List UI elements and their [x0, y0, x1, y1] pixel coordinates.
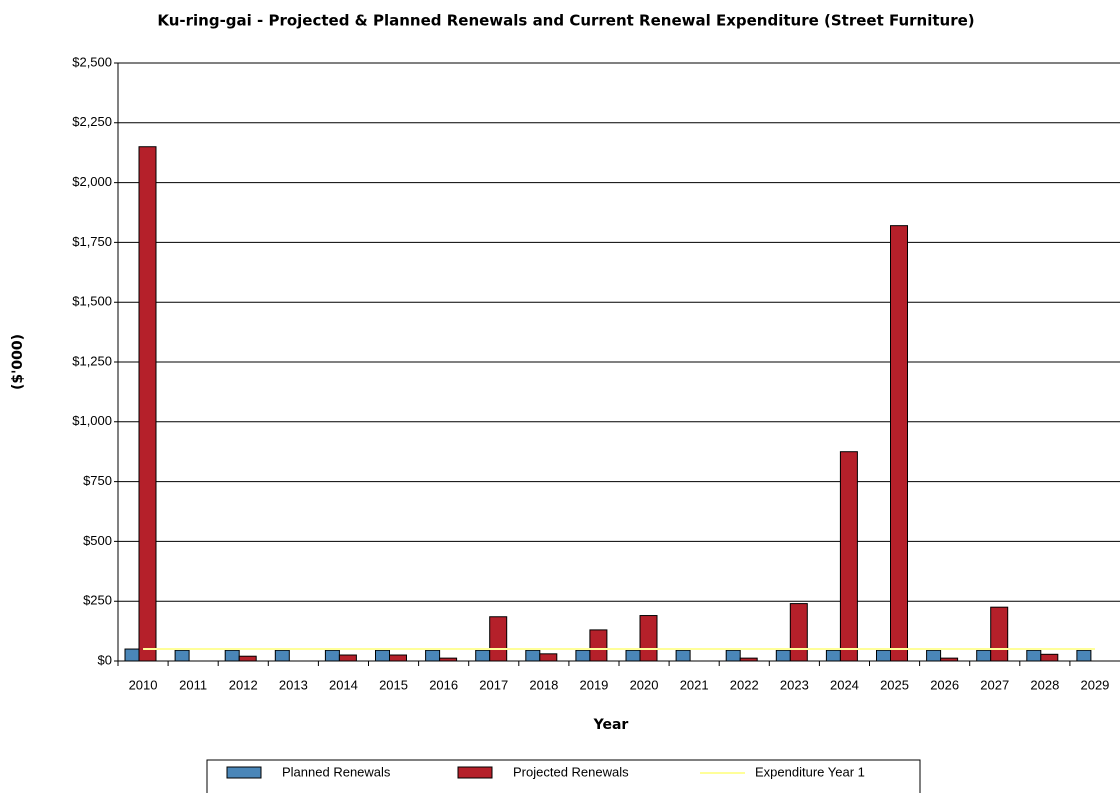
x-tick-label: 2019 [579, 677, 608, 692]
x-tick-label: 2023 [780, 677, 809, 692]
bar [1040, 653, 1059, 662]
x-tick-label: 2025 [880, 677, 909, 692]
y-tick-label: $2,000 [72, 174, 112, 189]
x-tick-label: 2018 [529, 677, 558, 692]
bar [475, 649, 491, 662]
y-tick-label: $250 [83, 593, 112, 608]
legend-box [206, 759, 921, 793]
bar [890, 225, 908, 662]
y-tick-label: $1,000 [72, 413, 112, 428]
y-tick-label: $1,250 [72, 353, 112, 368]
y-tick-label: $0 [98, 652, 112, 667]
x-axis-title: Year [593, 717, 629, 733]
x-tick-label: 2020 [630, 677, 659, 692]
bar [990, 606, 1009, 662]
bar [575, 649, 591, 662]
legend-swatch [226, 766, 262, 779]
bar [976, 649, 992, 662]
bar [338, 654, 357, 662]
bar [539, 653, 558, 662]
bar [639, 615, 658, 662]
bar [525, 649, 541, 662]
bar [174, 649, 190, 662]
legend-label: Expenditure Year 1 [755, 764, 865, 779]
bar [489, 616, 508, 662]
x-tick-label: 2027 [980, 677, 1009, 692]
x-tick-label: 2022 [730, 677, 759, 692]
bar [138, 146, 157, 662]
bar [324, 649, 340, 662]
x-tick-label: 2029 [1080, 677, 1109, 692]
bar [1026, 649, 1042, 662]
x-tick-label: 2015 [379, 677, 408, 692]
bar [389, 654, 407, 662]
bar [725, 649, 741, 662]
bar [926, 649, 942, 662]
bar [589, 629, 608, 662]
y-tick-label: $2,250 [72, 114, 112, 129]
bar [238, 655, 257, 662]
x-tick-label: 2010 [129, 677, 158, 692]
bar [375, 649, 390, 662]
bar [825, 649, 841, 662]
x-tick-label: 2024 [830, 677, 859, 692]
bar [274, 649, 290, 662]
x-tick-label: 2026 [930, 677, 959, 692]
y-tick-label: $2,500 [72, 54, 112, 69]
x-tick-label: 2016 [429, 677, 458, 692]
x-tick-label: 2011 [179, 677, 207, 692]
x-tick-label: 2014 [329, 677, 358, 692]
x-tick-label: 2021 [680, 677, 709, 692]
chart-title: Ku-ring-gai - Projected & Planned Renewa… [157, 12, 974, 30]
bar [675, 649, 691, 662]
x-tick-label: 2012 [229, 677, 258, 692]
bar [1076, 649, 1092, 662]
legend-swatch [457, 766, 493, 779]
bar [839, 451, 858, 662]
y-tick-label: $750 [83, 473, 112, 488]
x-tick-label: 2013 [279, 677, 308, 692]
bar [789, 603, 808, 662]
y-tick-label: $1,500 [72, 294, 112, 309]
legend-label: Projected Renewals [513, 764, 629, 779]
y-tick-label: $500 [83, 533, 112, 548]
y-tick-label: $1,750 [72, 234, 112, 249]
x-tick-label: 2017 [479, 677, 508, 692]
x-tick-label: 2028 [1030, 677, 1059, 692]
bar [124, 648, 140, 662]
bar [625, 649, 641, 662]
bar [775, 649, 791, 662]
bar [425, 649, 441, 662]
legend-label: Planned Renewals [282, 764, 391, 779]
bar [876, 649, 891, 662]
bar [224, 649, 240, 662]
y-axis-title: ($'000) [10, 334, 26, 390]
